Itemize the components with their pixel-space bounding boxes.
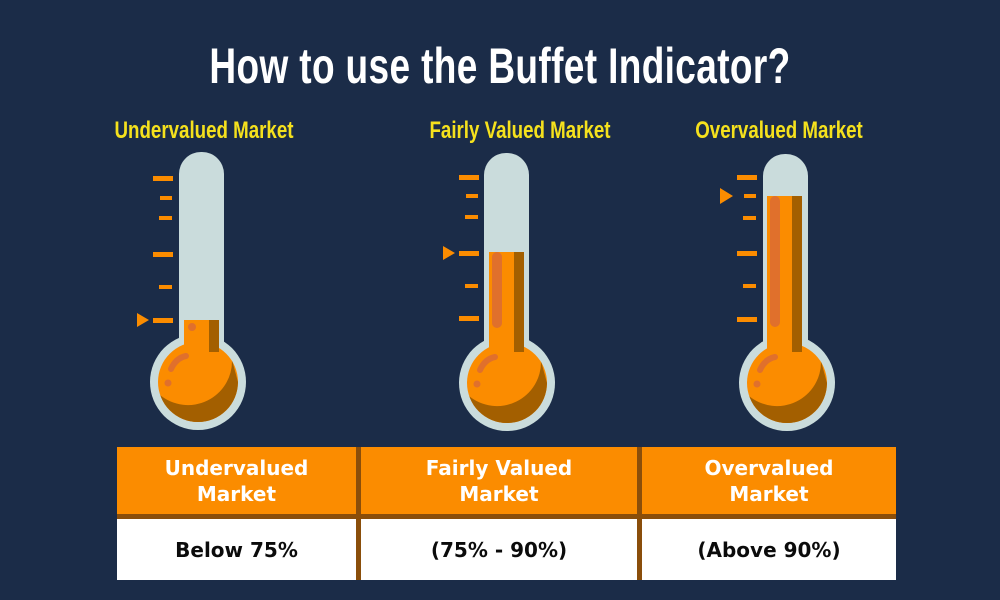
header-line: Market: [729, 481, 809, 506]
table-cell-overvalued: (Above 90%): [642, 519, 896, 580]
indicator-arrow-icon: [137, 313, 149, 327]
indicator-arrow-icon: [720, 188, 733, 204]
table-header-fairly-valued: Fairly Valued Market: [361, 447, 637, 514]
indicator-arrow-icon: [443, 246, 455, 260]
page-title: How to use the Buffet Indicator?: [209, 38, 791, 94]
header-line: Market: [459, 481, 539, 506]
thermometer-fairly-valued-icon: [443, 153, 555, 431]
header-line: Undervalued: [164, 455, 309, 480]
valuation-table: Undervalued Market Fairly Valued Market …: [117, 447, 896, 580]
table-cell-undervalued: Below 75%: [117, 519, 356, 580]
thermometer-undervalued-icon: [137, 152, 246, 430]
table-cell-fairly-valued: (75% - 90%): [361, 519, 637, 580]
thermometers-illustration: [137, 152, 835, 431]
table-header-overvalued: Overvalued Market: [642, 447, 896, 514]
thermometer-label-fairly-valued: Fairly Valued Market: [429, 117, 611, 144]
header-line: Fairly Valued: [425, 455, 573, 480]
thermometer-label-overvalued: Overvalued Market: [695, 117, 863, 144]
thermometer-label-undervalued: Undervalued Market: [114, 117, 294, 144]
table-header-undervalued: Undervalued Market: [117, 447, 356, 514]
header-line: Market: [196, 481, 277, 506]
header-line: Overvalued: [704, 455, 834, 480]
thermometer-overvalued-icon: [720, 154, 835, 431]
